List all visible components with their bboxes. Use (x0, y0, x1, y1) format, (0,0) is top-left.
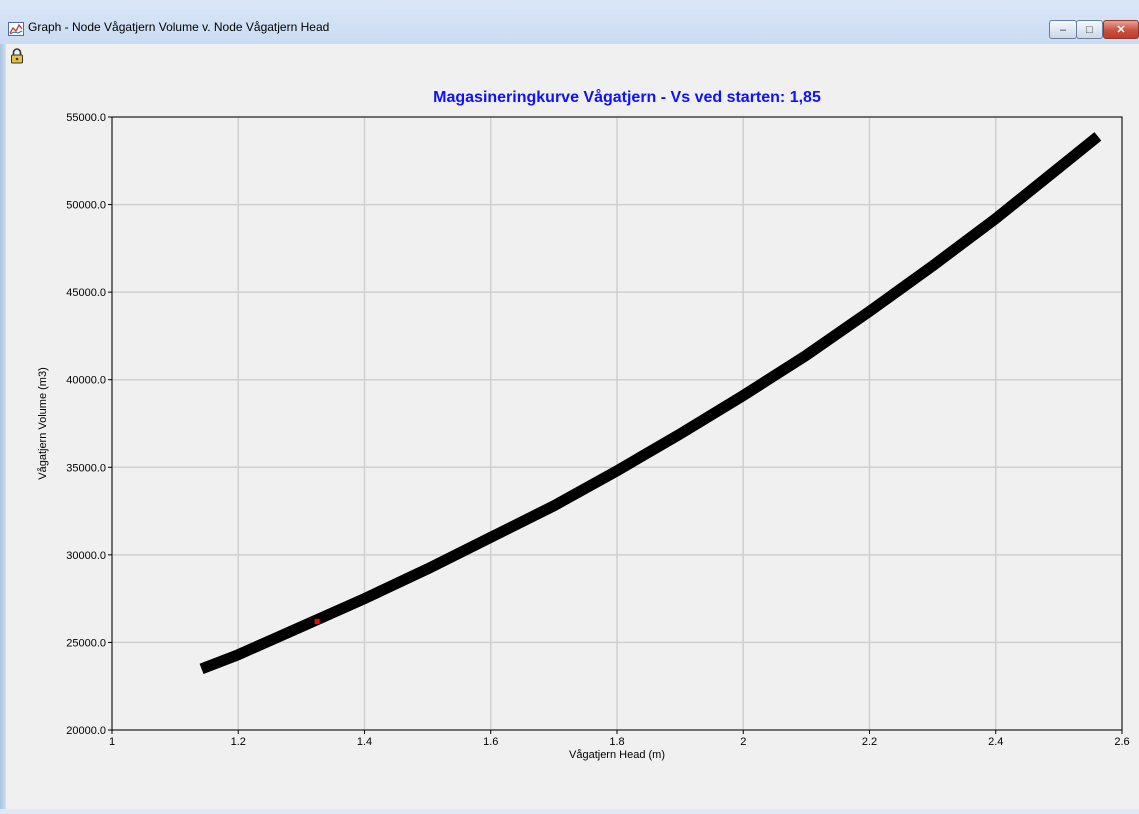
window-border (0, 0, 6, 809)
y-tick-label: 55000.0 (66, 112, 106, 124)
chart-area: 1 1.2 1.4 1.6 1.8 2 2.2 2.4 2.6 20000.0 25000.0 30… (0, 64, 1139, 809)
y-tick-label: 40000.0 (66, 375, 106, 387)
x-axis-ticks: 1 1.2 1.4 1.6 1.8 2 2.2 2.4 2.6 (109, 730, 1130, 748)
x-tick-label: 1 (109, 736, 115, 748)
x-tick-label: 2 (740, 736, 746, 748)
y-tick-label: 50000.0 (66, 200, 106, 212)
y-tick-label: 25000.0 (66, 637, 106, 649)
maximize-button[interactable]: □ (1076, 20, 1103, 39)
chart-title: Magasineringkurve Vågatjern - Vs ved sta… (433, 88, 821, 106)
maximize-icon: □ (1086, 23, 1093, 36)
y-tick-label: 35000.0 (66, 462, 106, 474)
y-tick-label: 45000.0 (66, 287, 106, 299)
x-tick-label: 1.8 (609, 736, 624, 748)
close-button[interactable]: ✕ (1103, 20, 1139, 39)
x-tick-label: 2.4 (988, 736, 1003, 748)
graph-app-icon (8, 22, 24, 36)
title-bar[interactable]: Graph - Node Vågatjern Volume v. Node Vå… (0, 0, 1139, 44)
close-icon: ✕ (1116, 24, 1126, 36)
y-axis-label: Vågatjern Volume (m3) (37, 367, 49, 480)
x-tick-label: 2.2 (862, 736, 877, 748)
minimize-icon: – (1059, 23, 1067, 36)
x-tick-label: 1.6 (483, 736, 498, 748)
line-chart: 1 1.2 1.4 1.6 1.8 2 2.2 2.4 2.6 20000.0 25000.0 30… (37, 88, 1130, 761)
y-tick-label: 20000.0 (66, 725, 106, 737)
y-axis-ticks: 20000.0 25000.0 30000.0 35000.0 40000.0 45000… (66, 112, 112, 737)
series-line (199, 132, 1102, 675)
window-title: Graph - Node Vågatjern Volume v. Node Vå… (28, 20, 330, 34)
current-point-marker (314, 618, 320, 624)
x-tick-label: 1.4 (357, 736, 372, 748)
x-tick-label: 1.2 (231, 736, 246, 748)
y-tick-label: 30000.0 (66, 550, 106, 562)
x-tick-label: 2.6 (1114, 736, 1129, 748)
lock-icon[interactable] (10, 48, 24, 64)
minimize-button[interactable]: – (1049, 20, 1077, 39)
x-axis-label: Vågatjern Head (m) (569, 749, 665, 761)
